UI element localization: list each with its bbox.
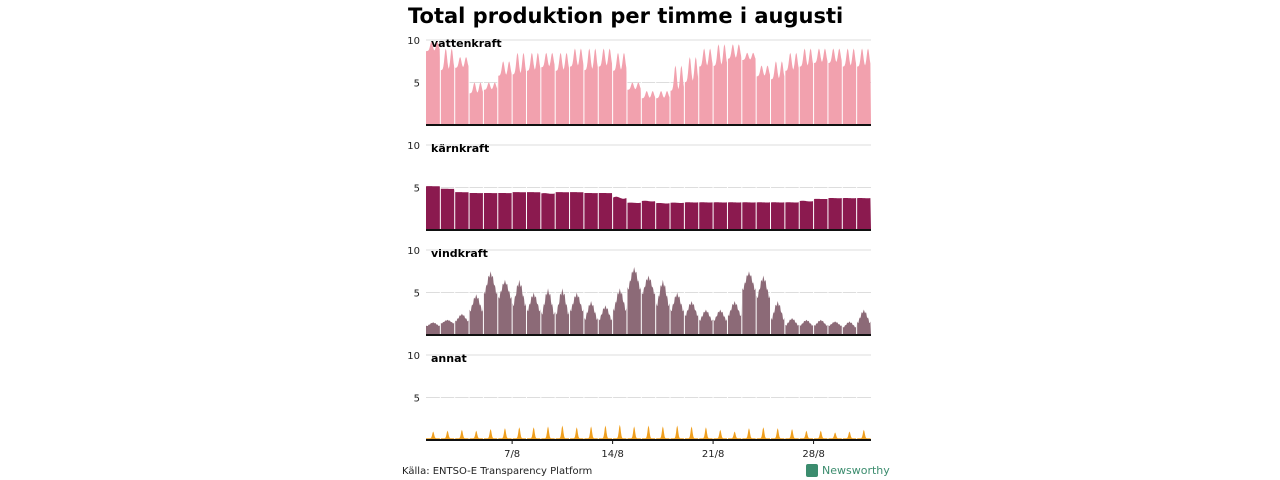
series-label-vindkraft: vindkraft <box>431 247 488 260</box>
x-tick-label-21-8: 21/8 <box>702 449 724 460</box>
y-tick-label-10: 10 <box>407 36 420 47</box>
x-tick-label-14-8: 14/8 <box>601 449 623 460</box>
series-area-karnkraft <box>426 186 871 230</box>
y-tick-label-5: 5 <box>414 289 420 300</box>
brand-name: Newsworthy <box>822 464 890 477</box>
panel-annat: 5 10 annat <box>407 351 871 441</box>
series-area-vattenkraft <box>426 41 871 126</box>
series-label-annat: annat <box>431 352 467 365</box>
series-area-vindkraft <box>426 267 871 335</box>
chart-title: Total produktion per timme i augusti <box>408 4 844 28</box>
series-label-karnkraft: kärnkraft <box>431 142 489 155</box>
brand[interactable]: Newsworthy <box>806 464 890 477</box>
y-tick-label-10: 10 <box>407 141 420 152</box>
panel-karnkraft: 5 10 kärnkraft <box>407 141 871 231</box>
y-tick-label-10: 10 <box>407 351 420 362</box>
x-tick-label-7-8: 7/8 <box>504 449 520 460</box>
series-area-annat <box>426 424 871 440</box>
y-tick-label-5: 5 <box>414 184 420 195</box>
series-label-vattenkraft: vattenkraft <box>431 37 502 50</box>
source-note: Källa: ENTSO-E Transparency Platform <box>402 466 593 477</box>
panel-vindkraft: 5 10 vindkraft <box>407 246 871 336</box>
y-tick-label-5: 5 <box>414 394 420 405</box>
newsworthy-logo-icon <box>806 464 818 477</box>
x-tick-label-28-8: 28/8 <box>802 449 824 460</box>
y-tick-label-5: 5 <box>414 79 420 90</box>
panel-vattenkraft: 5 10 vattenkraft <box>407 36 871 126</box>
y-tick-label-10: 10 <box>407 246 420 257</box>
